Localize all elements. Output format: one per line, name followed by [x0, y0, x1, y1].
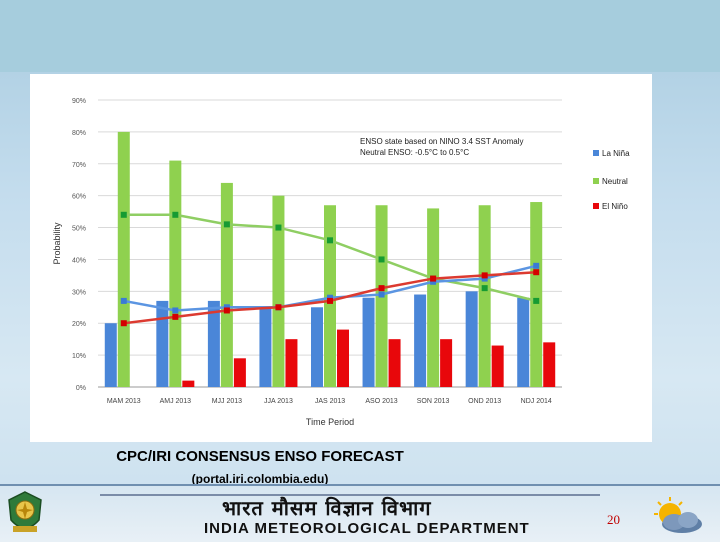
bar-el-ni-o	[543, 342, 556, 387]
legend-label: La Niña	[602, 149, 630, 158]
x-tick-label: NDJ 2014	[521, 398, 552, 405]
x-tick-label: SON 2013	[417, 398, 450, 405]
y-tick-label: 20%	[72, 321, 86, 328]
footer-bar	[0, 484, 720, 542]
y-tick-label: 50%	[72, 226, 86, 233]
bar-el-ni-o	[233, 358, 246, 387]
trend-marker	[533, 297, 540, 304]
trend-marker	[223, 304, 230, 311]
trend-marker	[481, 285, 488, 292]
legend-swatch-la-ni-a	[593, 150, 599, 156]
trend-marker	[378, 256, 385, 263]
bar-la-ni-a	[362, 297, 375, 387]
bar-la-ni-a	[311, 307, 323, 387]
trend-marker	[172, 313, 179, 320]
bar-neutral	[427, 208, 440, 387]
bar-neutral	[117, 131, 130, 387]
x-tick-label: JJA 2013	[264, 398, 293, 405]
chart-caption-title: CPC/IRI CONSENSUS ENSO FORECAST	[116, 448, 404, 465]
x-axis-title: Time Period	[306, 417, 354, 427]
bar-neutral	[272, 195, 285, 387]
footer-divider	[100, 494, 600, 496]
chart-annotation: ENSO state based on NINO 3.4 SST Anomaly	[360, 137, 524, 146]
chart-annotation: Neutral ENSO: -0.5°C to 0.5°C	[360, 148, 469, 157]
trend-marker	[172, 307, 179, 314]
y-tick-label: 90%	[72, 98, 86, 105]
bar-la-ni-a	[104, 323, 117, 387]
x-tick-label: JAS 2013	[315, 398, 345, 405]
trend-marker	[275, 224, 282, 231]
y-tick-label: 40%	[72, 257, 86, 264]
bar-la-ni-a	[207, 300, 220, 387]
bar-neutral	[478, 205, 491, 387]
trend-marker	[172, 211, 179, 218]
x-tick-label: ASO 2013	[365, 398, 397, 405]
legend-label: Neutral	[602, 177, 628, 186]
trend-marker	[275, 304, 282, 311]
y-tick-label: 30%	[72, 289, 86, 296]
chart-caption-source: (portal.iri.colombia.edu)	[191, 472, 329, 486]
department-hindi-title: भारत मौसम विज्ञान विभाग	[222, 496, 432, 520]
trend-marker	[120, 211, 127, 218]
bar-neutral	[220, 182, 233, 387]
bar-la-ni-a	[259, 307, 272, 387]
enso-chart-panel: 0% 10% 20% 30% 40% 50% 60% 70% 80% 90% MAM 2013 AMJ…	[30, 74, 652, 442]
trend-marker	[481, 275, 488, 282]
bar-el-ni-o	[491, 345, 504, 387]
legend-swatch-neutral	[593, 178, 599, 184]
bar-el-ni-o	[285, 339, 298, 387]
enso-probability-chart: 0% 10% 20% 30% 40% 50% 60% 70% 80% 90% MAM 2013 AMJ…	[52, 98, 630, 427]
trend-marker	[120, 297, 127, 304]
bar-el-ni-o	[337, 329, 349, 387]
bar-la-ni-a	[465, 291, 478, 387]
legend-swatch-el-ni-o	[593, 203, 599, 209]
trend-marker	[481, 272, 488, 279]
legend-label: El Niño	[602, 202, 628, 211]
bar-la-ni-a	[517, 297, 530, 387]
trend-marker	[327, 237, 333, 244]
header-band	[0, 0, 720, 72]
trend-marker	[533, 262, 540, 269]
x-tick-label: OND 2013	[468, 398, 501, 405]
trend-marker	[430, 275, 437, 282]
x-tick-label: MAM 2013	[107, 398, 141, 405]
trend-marker	[120, 320, 127, 327]
trend-marker	[327, 294, 333, 301]
trend-marker	[378, 285, 385, 292]
y-tick-label: 10%	[72, 353, 86, 360]
trend-marker	[327, 297, 333, 304]
trend-marker	[223, 221, 230, 228]
y-axis-title: Probability	[52, 222, 62, 265]
y-tick-label: 70%	[72, 162, 86, 169]
y-tick-label: 80%	[72, 130, 86, 137]
trend-marker	[430, 278, 437, 285]
trend-marker	[533, 269, 540, 276]
y-tick-label: 0%	[76, 385, 86, 392]
x-tick-label: AMJ 2013	[160, 398, 192, 405]
bar-neutral	[530, 202, 543, 387]
page-number: 20	[607, 512, 620, 527]
bar-el-ni-o	[440, 339, 453, 387]
department-name: INDIA METEOROLOGICAL DEPARTMENT	[204, 520, 530, 537]
trend-marker	[378, 291, 385, 298]
weather-logo-icon	[654, 497, 702, 533]
bar-el-ni-o	[182, 380, 195, 387]
bar-el-ni-o	[388, 339, 401, 387]
bar-la-ni-a	[156, 300, 169, 387]
x-tick-label: MJJ 2013	[212, 398, 242, 405]
trend-marker	[223, 307, 230, 314]
bar-neutral	[169, 160, 182, 387]
y-tick-label: 60%	[72, 194, 86, 201]
imd-emblem-icon	[8, 491, 42, 532]
bar-la-ni-a	[414, 294, 427, 387]
